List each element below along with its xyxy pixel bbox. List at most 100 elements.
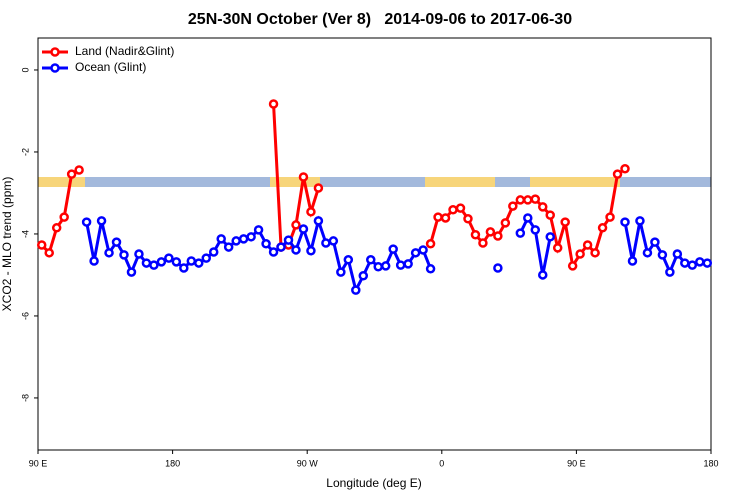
legend-marker <box>50 47 60 57</box>
data-point <box>119 250 129 260</box>
data-point <box>478 238 488 248</box>
y-tick-label: 0 <box>20 67 30 72</box>
data-point <box>410 248 421 258</box>
x-tick-label: 90 W <box>297 458 319 468</box>
data-point <box>388 244 398 254</box>
land-band <box>270 177 320 187</box>
land-ocean-strip <box>38 177 711 187</box>
data-point <box>328 236 339 246</box>
data-point <box>321 238 331 248</box>
data-point <box>223 242 234 252</box>
data-point <box>605 212 615 222</box>
data-point <box>508 201 518 211</box>
data-point <box>635 216 645 226</box>
plot-frame <box>37 37 712 451</box>
data-point <box>313 183 324 193</box>
data-point <box>493 231 503 241</box>
land-band <box>425 177 495 187</box>
data-point <box>455 203 466 213</box>
data-point <box>306 207 316 217</box>
data-point <box>291 220 301 230</box>
data-point <box>134 249 144 259</box>
data-point <box>538 202 548 212</box>
data-point <box>642 248 653 258</box>
data-point <box>246 232 256 242</box>
y-tick-label: -8 <box>20 394 30 402</box>
data-point <box>560 217 570 227</box>
data-point <box>291 245 301 255</box>
data-point <box>283 235 294 245</box>
x-tick-label: 90 E <box>29 458 48 468</box>
data-point <box>627 256 638 266</box>
data-point <box>702 258 713 268</box>
x-tick-label: 180 <box>703 458 718 468</box>
data-point <box>343 255 354 265</box>
data-point <box>179 263 189 273</box>
data-point <box>268 99 279 109</box>
data-point <box>149 260 159 270</box>
data-point <box>156 257 167 267</box>
data-point <box>351 285 361 295</box>
data-point <box>597 223 608 233</box>
x-tick-label: 90 E <box>567 458 586 468</box>
data-point <box>448 205 458 215</box>
data-point <box>126 267 137 277</box>
legend-label: Ocean (Glint) <box>75 60 146 74</box>
data-point <box>500 218 511 228</box>
data-point <box>59 212 69 222</box>
data-point <box>612 169 623 179</box>
data-point <box>395 260 406 270</box>
data-point <box>261 239 271 249</box>
data-point <box>515 228 526 238</box>
data-point <box>253 225 264 235</box>
data-point <box>425 264 436 274</box>
data-point <box>485 227 496 237</box>
data-point <box>44 248 54 258</box>
data-point <box>186 256 197 266</box>
data-point <box>216 234 226 244</box>
x-axis-title: Longitude (deg E) <box>326 476 421 490</box>
data-point <box>538 270 548 280</box>
data-point <box>620 164 630 174</box>
data-point <box>582 240 593 250</box>
data-point <box>523 213 533 223</box>
data-point <box>373 262 383 272</box>
data-point <box>523 195 533 205</box>
data-point <box>695 257 705 267</box>
data-point <box>463 214 473 224</box>
data-point <box>208 247 219 257</box>
data-point <box>515 195 526 205</box>
data-point <box>366 255 376 265</box>
data-point <box>164 253 174 263</box>
ocean-band <box>38 177 711 187</box>
x-tick-label: 0 <box>439 458 444 468</box>
data-point <box>268 247 279 257</box>
data-point <box>201 253 211 263</box>
legend-marker <box>50 63 60 73</box>
data-point <box>552 243 563 253</box>
data-point <box>650 237 660 247</box>
data-point <box>66 169 77 179</box>
data-point <box>567 261 578 271</box>
y-tick-label: -6 <box>20 312 30 320</box>
data-point <box>680 258 690 268</box>
data-point <box>575 249 585 259</box>
data-point <box>672 249 683 259</box>
y-axis-title: XCO2 - MLO trend (ppm) <box>0 177 14 312</box>
data-point <box>231 236 241 246</box>
data-point <box>440 213 451 223</box>
data-point <box>418 245 428 255</box>
land-band <box>530 177 620 187</box>
legend-label: Land (Nadir&Glint) <box>75 44 174 58</box>
data-point <box>336 267 346 277</box>
data-point <box>687 260 698 270</box>
data-point <box>306 246 316 256</box>
data-point <box>358 271 369 281</box>
data-point <box>425 239 436 249</box>
data-point <box>620 217 630 227</box>
chart-title: 25N-30N October (Ver 8) 2014-09-06 to 20… <box>188 11 572 28</box>
data-point <box>298 224 309 234</box>
y-tick-label: -2 <box>20 148 30 156</box>
